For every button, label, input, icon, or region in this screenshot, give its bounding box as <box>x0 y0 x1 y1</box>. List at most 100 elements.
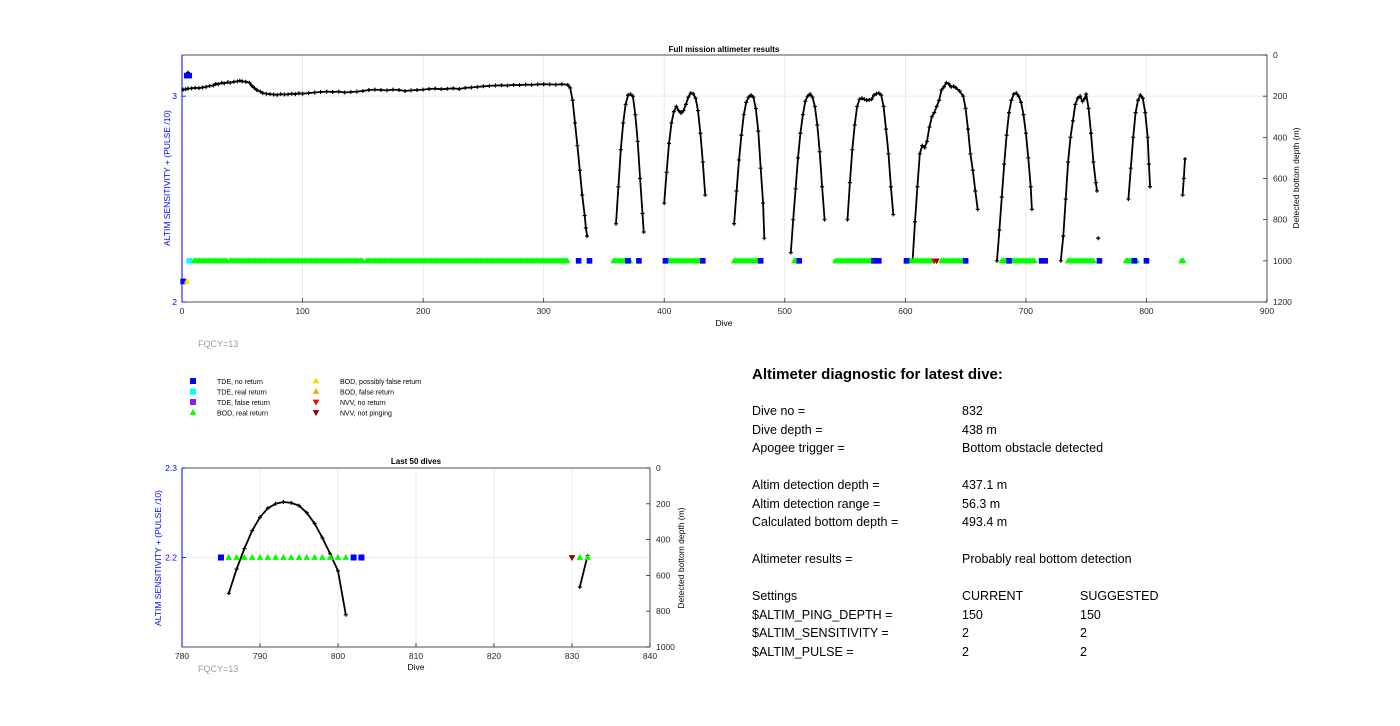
main-marker-bod-real-return <box>286 257 294 264</box>
main-marker-bod-real-return <box>471 257 479 264</box>
main-marker-bod-real-return <box>1025 257 1033 264</box>
main-depth-point <box>698 131 703 136</box>
main-marker-bod-real-return <box>1029 257 1036 264</box>
main-depth-point <box>1007 110 1012 115</box>
main-marker-bod-real-return <box>1124 257 1132 264</box>
main-marker-bod-real-return <box>1081 257 1088 264</box>
main-marker-bod-real-return <box>421 257 428 264</box>
main-depth-point <box>997 227 1002 232</box>
main-marker-bod-real-return <box>835 257 843 264</box>
main-marker-bod-real-return <box>326 257 333 264</box>
main-marker-bod-real-return <box>453 257 461 264</box>
main-depth-point <box>951 84 956 89</box>
main-marker-bod-real-return <box>734 257 742 264</box>
main-depth-point <box>1084 92 1089 97</box>
main-depth-point <box>633 112 638 117</box>
main-x-tick-label: 600 <box>898 306 912 316</box>
main-marker-bod-real-return <box>404 257 412 264</box>
main-marker-bod-real-return <box>288 257 296 264</box>
main-marker-bod-real-return <box>852 257 859 264</box>
main-depth-point <box>808 92 813 97</box>
main-marker-bod-real-return <box>370 257 377 264</box>
main-x-tick-label: 300 <box>537 306 551 316</box>
main-marker-bod-real-return <box>686 257 694 264</box>
main-marker-bod-real-return <box>741 257 749 264</box>
main-depth-point <box>800 112 805 117</box>
main-marker-bod-real-return <box>413 257 421 264</box>
main-marker-bod-real-return <box>324 257 332 264</box>
main-marker-bod-real-return <box>910 257 918 264</box>
main-marker-bod-real-return <box>747 257 754 264</box>
main-depth-point <box>1080 99 1085 104</box>
main-marker-bod-real-return <box>477 257 484 264</box>
main-marker-bod-real-return <box>1007 257 1015 264</box>
small-marker-tde-no-return <box>350 554 357 561</box>
small-marker-bod-real-return <box>225 553 233 560</box>
main-depth-point <box>1136 98 1141 103</box>
main-marker-bod-real-return <box>732 257 740 264</box>
main-marker-bod-real-return <box>1128 257 1135 264</box>
main-marker-bod-real-return <box>192 257 200 264</box>
main-marker-bod-real-return <box>401 257 408 264</box>
main-marker-bod-real-return <box>1003 257 1011 264</box>
main-depth-point <box>1028 184 1033 189</box>
main-y-right-tick-label: 600 <box>1273 174 1287 184</box>
main-marker-bod-real-return <box>393 257 401 264</box>
main-marker-bod-real-return <box>914 257 921 264</box>
small-y-left-tick-label: 2.2 <box>165 553 177 563</box>
main-marker-bod-real-return <box>293 257 301 264</box>
main-marker-bod-real-return <box>478 257 486 264</box>
small-y-right-tick-label: 200 <box>656 499 670 509</box>
main-depth-line <box>733 94 766 239</box>
main-depth-point <box>1133 110 1138 115</box>
main-depth-point <box>378 87 383 92</box>
main-marker-bod-real-return <box>1002 257 1009 264</box>
main-marker-bod-real-return <box>923 257 930 264</box>
main-depth-point <box>746 95 751 100</box>
main-marker-bod-real-return <box>219 257 227 264</box>
main-depth-point <box>286 92 291 97</box>
main-marker-bod-real-return <box>264 257 272 264</box>
main-depth-point <box>1070 118 1075 123</box>
main-marker-bod-real-return <box>612 257 619 264</box>
main-marker-bod-real-return <box>912 257 919 264</box>
main-marker-bod-real-return <box>792 257 800 264</box>
main-depth-point <box>749 93 754 98</box>
small-marker-bod-real-return <box>280 553 287 560</box>
main-depth-line <box>1059 93 1098 261</box>
main-marker-bod-real-return <box>491 257 499 264</box>
main-depth-point <box>565 82 570 87</box>
main-depth-point <box>324 89 329 94</box>
main-marker-bod-real-return <box>670 257 678 264</box>
main-marker-bod-real-return <box>1075 257 1083 264</box>
main-marker-bod-real-return <box>857 257 865 264</box>
main-marker-bod-real-return <box>353 257 361 264</box>
small-depth-point <box>320 535 325 540</box>
main-depth-point <box>231 79 236 84</box>
main-marker-bod-real-return <box>282 257 290 264</box>
main-marker-bod-real-return <box>690 257 698 264</box>
main-marker-bod-real-return <box>384 257 392 264</box>
main-marker-bod-real-return <box>349 257 357 264</box>
main-depth-point <box>788 250 793 255</box>
main-marker-bod-real-return <box>482 257 490 264</box>
main-marker-bod-real-return <box>515 257 522 264</box>
main-depth-line <box>183 79 588 237</box>
main-depth-point <box>1023 131 1028 136</box>
main-depth-point <box>254 87 259 92</box>
main-depth-point <box>1148 184 1153 189</box>
legend-label-tde-no-return: TDE, no return <box>217 379 263 386</box>
main-marker-bod-real-return <box>1082 257 1090 264</box>
main-marker-bod-real-return <box>399 257 406 264</box>
main-marker-bod-real-return <box>348 257 355 264</box>
main-marker-bod-real-return <box>672 257 679 264</box>
legend-marker-nvv-no-return <box>312 399 320 406</box>
main-marker-tde-no-return <box>903 258 910 264</box>
main-marker-tde-no-return <box>1042 258 1048 264</box>
main-depth-point <box>669 120 674 125</box>
small-depth-point <box>577 585 582 590</box>
main-depth-point <box>186 86 191 91</box>
main-marker-bod-real-return <box>563 257 571 264</box>
main-marker-bod-real-return <box>279 257 286 264</box>
